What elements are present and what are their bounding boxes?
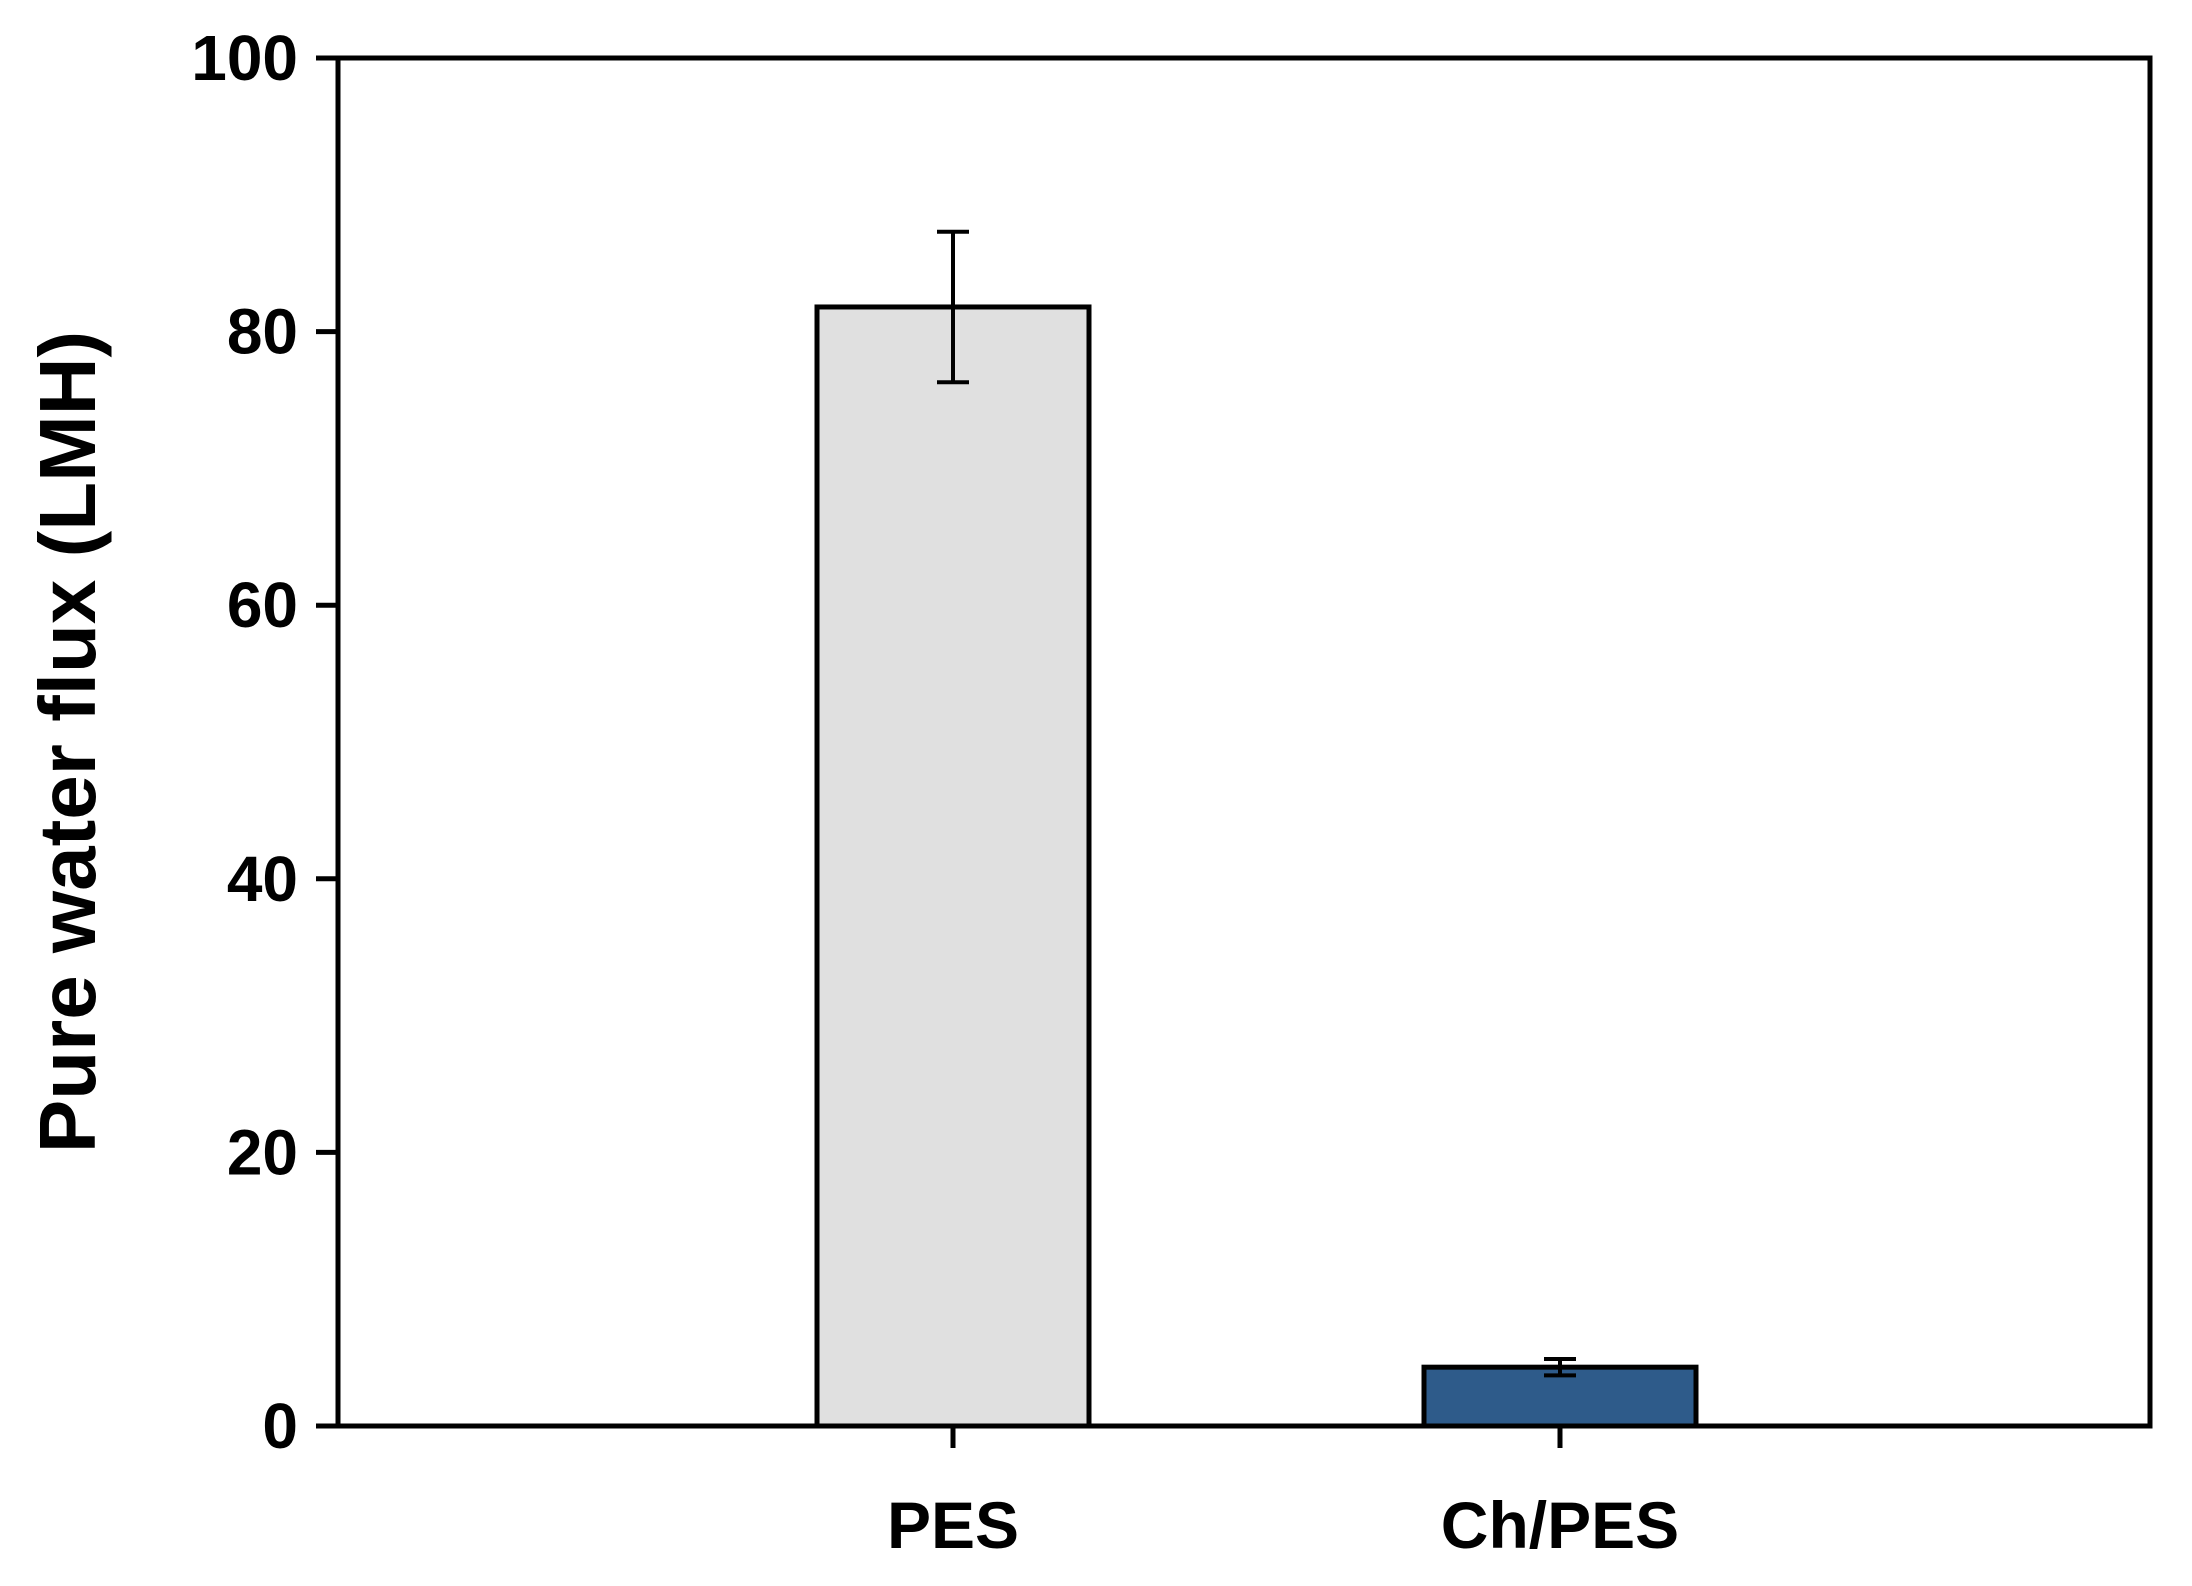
y-tick-label: 60: [227, 569, 298, 641]
y-tick-label: 100: [191, 22, 298, 94]
x-category-label: Ch/PES: [1441, 1488, 1679, 1562]
y-axis-ticks: 0 20 40 60 80 100: [191, 22, 338, 1462]
y-tick-label: 80: [227, 296, 298, 368]
x-axis-ticks: PES Ch/PES: [887, 1426, 1679, 1562]
x-category-label: PES: [887, 1488, 1019, 1562]
plot-area: [335, 55, 2153, 1429]
y-tick-label: 20: [227, 1116, 298, 1188]
y-tick-label: 0: [262, 1390, 298, 1462]
y-tick-label: 40: [227, 843, 298, 915]
bar-pes: [814, 304, 1092, 1429]
error-bars-group: [937, 229, 1576, 1378]
y-axis-title: Pure water flux (LMH): [23, 331, 112, 1153]
